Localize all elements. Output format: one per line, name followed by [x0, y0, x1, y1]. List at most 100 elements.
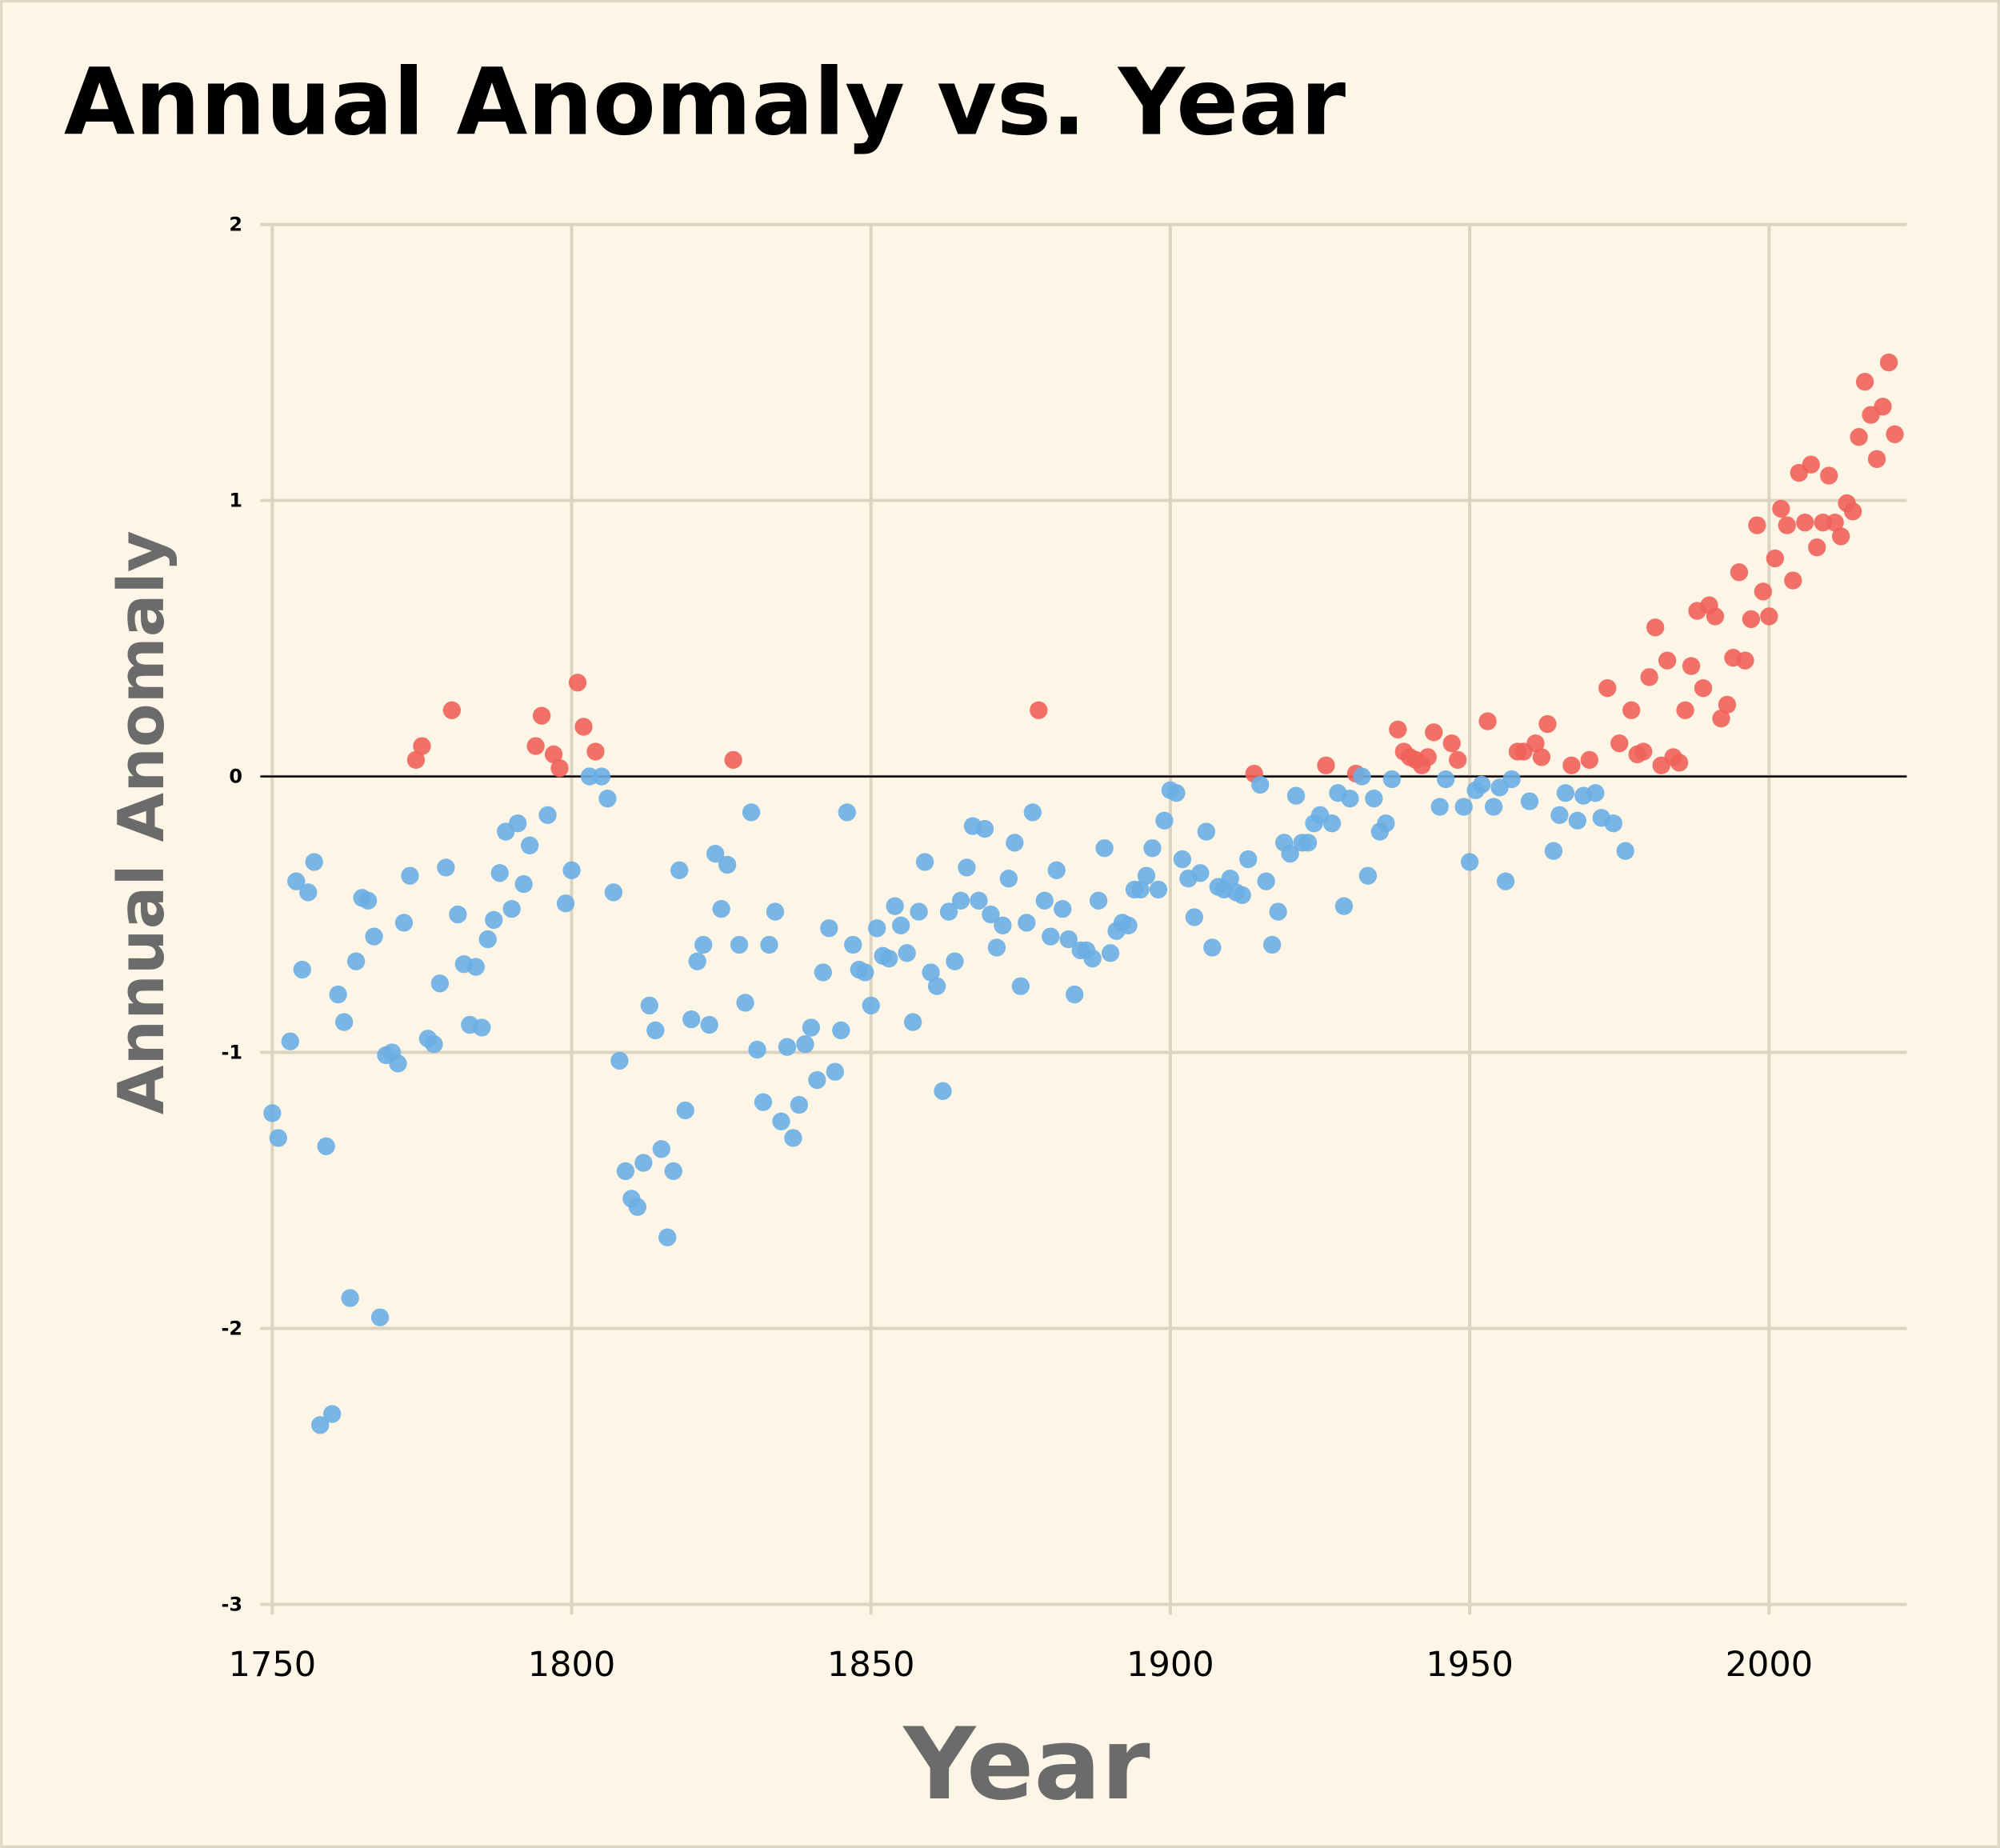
- point: [1532, 748, 1551, 766]
- point: [970, 891, 988, 910]
- point: [574, 718, 593, 736]
- point: [442, 701, 462, 719]
- point: [1089, 891, 1108, 910]
- grid: -3 -2 -1 0 1 2 1750 1800 1850 1900 1950 2000: [221, 214, 1907, 1685]
- point: [1430, 798, 1449, 816]
- point: [712, 899, 730, 918]
- point: [760, 935, 778, 954]
- point: [323, 1405, 342, 1423]
- point: [532, 706, 551, 725]
- point: [1382, 770, 1402, 789]
- point: [1054, 899, 1072, 918]
- point: [1682, 657, 1701, 675]
- point: [317, 1137, 335, 1155]
- point: [394, 914, 414, 932]
- point: [1095, 839, 1114, 858]
- y-tick-label: 2: [229, 214, 242, 236]
- point: [682, 1010, 701, 1029]
- point: [754, 1093, 773, 1111]
- point: [370, 1308, 390, 1326]
- point: [1035, 891, 1054, 910]
- point: [999, 870, 1018, 888]
- point: [1131, 880, 1150, 899]
- point: [1676, 701, 1694, 719]
- point: [1137, 866, 1156, 885]
- point: [1831, 527, 1850, 546]
- point: [509, 814, 527, 833]
- y-tick-label: -2: [221, 1317, 242, 1339]
- point: [1604, 814, 1622, 833]
- point: [658, 1228, 677, 1246]
- point: [1341, 789, 1359, 808]
- point: [862, 996, 880, 1015]
- point: [1634, 742, 1653, 761]
- point: [951, 891, 970, 910]
- point: [652, 1140, 670, 1158]
- point: [1030, 701, 1048, 719]
- point: [1263, 935, 1282, 954]
- point: [1334, 897, 1354, 915]
- point: [772, 1112, 790, 1130]
- point: [1478, 712, 1497, 730]
- points: [263, 353, 1904, 1434]
- point: [1736, 651, 1754, 670]
- point: [1556, 784, 1575, 802]
- point: [628, 1198, 647, 1216]
- point: [1298, 834, 1318, 852]
- point: [1772, 499, 1790, 518]
- point: [1023, 803, 1042, 822]
- point: [1257, 872, 1275, 890]
- point: [1185, 908, 1204, 926]
- point: [922, 963, 940, 982]
- point: [485, 910, 503, 930]
- point: [1706, 607, 1725, 626]
- point: [604, 883, 623, 902]
- point: [1197, 822, 1216, 841]
- point: [820, 919, 838, 938]
- point: [910, 902, 928, 921]
- point: [334, 1013, 354, 1031]
- point: [982, 905, 1000, 924]
- point: [1550, 806, 1569, 825]
- point: [1754, 582, 1773, 601]
- point: [401, 866, 419, 885]
- point: [1496, 872, 1515, 890]
- point: [742, 803, 761, 822]
- point: [1484, 798, 1503, 816]
- point: [1239, 850, 1258, 869]
- point: [1712, 709, 1730, 728]
- point: [946, 952, 964, 970]
- point: [1622, 701, 1641, 719]
- point: [1742, 610, 1761, 629]
- point: [1066, 985, 1084, 1004]
- point: [766, 902, 785, 921]
- point: [927, 977, 946, 995]
- point: [514, 874, 533, 894]
- point: [1317, 756, 1335, 774]
- point: [586, 742, 605, 761]
- point: [736, 994, 754, 1012]
- point: [1580, 750, 1598, 770]
- point: [844, 935, 862, 954]
- point: [478, 930, 497, 949]
- point: [1269, 902, 1287, 921]
- point: [1879, 353, 1898, 372]
- point: [502, 899, 521, 918]
- x-tick-label: 1950: [1426, 1645, 1514, 1685]
- point: [346, 952, 366, 970]
- point: [1646, 618, 1665, 637]
- point: [520, 836, 539, 854]
- point: [1766, 549, 1784, 568]
- x-tick-label: 1750: [229, 1645, 317, 1685]
- point: [365, 927, 383, 946]
- point: [299, 883, 318, 902]
- point: [790, 1095, 809, 1114]
- point: [281, 1032, 299, 1050]
- point: [544, 745, 563, 764]
- point: [975, 819, 994, 838]
- point: [1820, 466, 1838, 485]
- point: [1778, 516, 1796, 534]
- point: [1544, 842, 1563, 860]
- point: [1598, 678, 1617, 698]
- point: [425, 1035, 443, 1054]
